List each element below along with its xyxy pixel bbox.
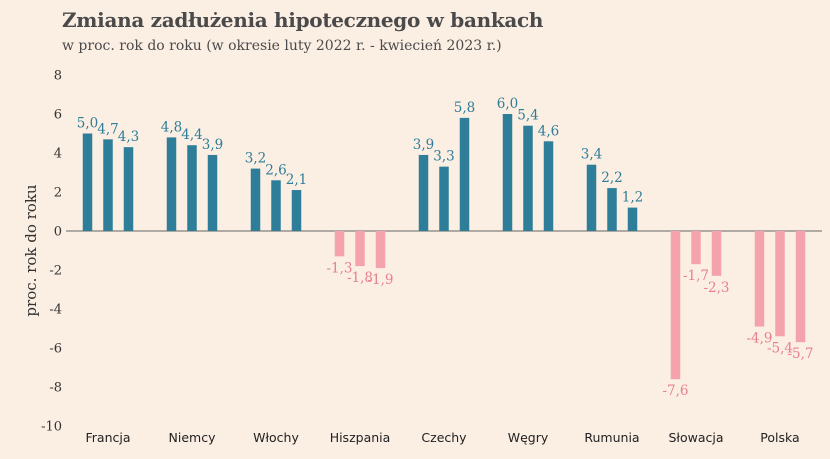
data-label: 2,2 [601, 170, 622, 186]
category-label: Czechy [421, 430, 467, 445]
data-label: 3,4 [581, 147, 602, 163]
y-tick-label: 0 [54, 225, 62, 240]
bar [775, 231, 785, 337]
chart-subtitle: w proc. rok do roku (w okresie luty 2022… [62, 38, 502, 54]
data-label: 2,1 [286, 172, 307, 188]
y-tick-label: 6 [54, 108, 62, 123]
data-label: -4,9 [746, 331, 772, 347]
bar [795, 231, 806, 343]
data-label: 4,4 [181, 127, 202, 143]
category-label: Niemcy [169, 430, 217, 445]
y-tick-label: 2 [54, 186, 62, 201]
bar [586, 164, 597, 231]
data-label: -1,8 [347, 270, 373, 286]
bar [291, 190, 302, 231]
bar [502, 114, 513, 231]
bar [607, 188, 617, 231]
category-label: Polska [760, 430, 799, 445]
bar [459, 117, 470, 231]
data-label: 2,6 [265, 162, 286, 178]
bar [627, 207, 638, 231]
data-label: 4,6 [538, 123, 559, 139]
bar [439, 166, 449, 231]
bar [711, 231, 722, 276]
bar [82, 133, 93, 231]
y-tick-label: 4 [54, 147, 62, 162]
bar [334, 231, 345, 257]
data-label: 4,3 [118, 129, 139, 145]
bar [123, 147, 134, 231]
y-tick-label: -10 [41, 420, 62, 435]
category-label: Słowacja [668, 430, 723, 445]
data-label: -7,6 [662, 383, 688, 399]
data-label: 3,2 [245, 151, 266, 167]
data-label: 4,7 [97, 121, 118, 137]
data-label: -5,7 [787, 346, 813, 362]
bar [207, 154, 218, 231]
data-label: 4,8 [161, 119, 182, 135]
data-label: -1,3 [326, 260, 352, 276]
y-tick-label: -6 [49, 342, 62, 357]
category-label: Rumunia [584, 430, 639, 445]
data-label: -1,9 [367, 272, 393, 288]
bar [187, 145, 197, 231]
data-label: 3,3 [433, 149, 454, 165]
bar [375, 231, 386, 269]
bar [670, 231, 681, 380]
data-label: 1,2 [622, 190, 643, 206]
category-label: Hiszpania [330, 430, 391, 445]
bar [271, 180, 281, 231]
y-tick-label: -4 [49, 303, 62, 318]
data-label: -5,4 [767, 340, 793, 356]
data-label: 3,9 [202, 137, 223, 153]
bar [355, 231, 365, 267]
y-tick-label: 8 [54, 69, 62, 84]
data-label: 3,9 [413, 137, 434, 153]
y-tick-label: -8 [49, 381, 62, 396]
category-label: Francja [85, 430, 130, 445]
bar [523, 125, 533, 231]
data-label: 5,8 [454, 100, 475, 116]
bar [418, 154, 429, 231]
chart-title: Zmiana zadłużenia hipotecznego w bankach [62, 8, 544, 32]
data-label: 5,4 [517, 108, 538, 124]
bar [543, 141, 554, 231]
category-label: Włochy [253, 430, 299, 445]
bar [103, 139, 113, 231]
y-tick-label: -2 [49, 264, 62, 279]
bar [754, 231, 765, 327]
y-axis-label: proc. rok do roku [22, 184, 40, 316]
category-label: Węgry [508, 430, 549, 445]
bar [166, 137, 177, 231]
bar [691, 231, 701, 265]
data-label: 6,0 [497, 96, 518, 112]
data-label: 5,0 [77, 116, 98, 132]
bar [250, 168, 261, 231]
data-label: -1,7 [683, 268, 709, 284]
data-label: -2,3 [703, 280, 729, 296]
